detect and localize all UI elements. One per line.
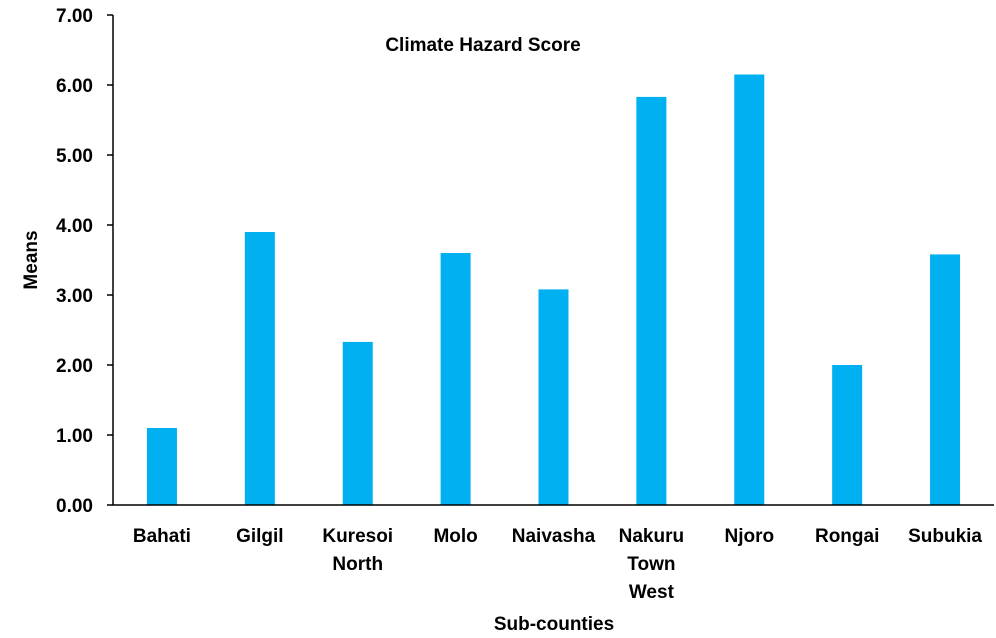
y-tick-label: 3.00 — [56, 286, 93, 307]
x-axis-title: Sub-counties — [494, 614, 614, 635]
x-category-label: Kuresoi — [322, 526, 393, 547]
x-category-label: Rongai — [815, 526, 879, 547]
chart-title: Climate Hazard Score — [385, 35, 580, 56]
x-category-label: Njoro — [724, 526, 774, 547]
bar — [146, 428, 177, 505]
bar — [734, 74, 765, 505]
x-category-label: Naivasha — [512, 526, 596, 547]
x-axis: Bahati Gilgil Kuresoi North Molo Naivasha Naku… — [113, 504, 994, 603]
y-tick-label: 7.00 — [56, 6, 93, 27]
y-tick-label: 2.00 — [56, 356, 93, 377]
y-tick-label: 5.00 — [56, 146, 93, 167]
bar — [440, 253, 471, 505]
y-tick-label: 4.00 — [56, 216, 93, 237]
bar — [244, 232, 275, 505]
x-category-label: Bahati — [133, 526, 191, 547]
y-tick-label: 6.00 — [56, 76, 93, 97]
bar — [636, 96, 667, 506]
x-category-label: Subukia — [908, 526, 982, 547]
y-tick-label: 0.00 — [56, 496, 93, 517]
x-category-label: Nakuru — [619, 526, 684, 547]
bar — [342, 341, 373, 505]
y-axis-title: Means — [21, 230, 42, 289]
bars — [146, 74, 961, 506]
bar — [930, 254, 961, 505]
x-category-label: North — [332, 554, 383, 575]
x-category-label: Gilgil — [236, 526, 284, 547]
y-tick-label: 1.00 — [56, 426, 93, 447]
bar — [538, 289, 569, 505]
x-category-label: Molo — [433, 526, 477, 547]
x-category-label: Town — [627, 554, 675, 575]
bar — [832, 365, 863, 505]
y-axis: 0.00 1.00 2.00 3.00 4.00 5.00 6.00 7.00 — [56, 6, 114, 517]
x-category-label: West — [629, 582, 675, 603]
